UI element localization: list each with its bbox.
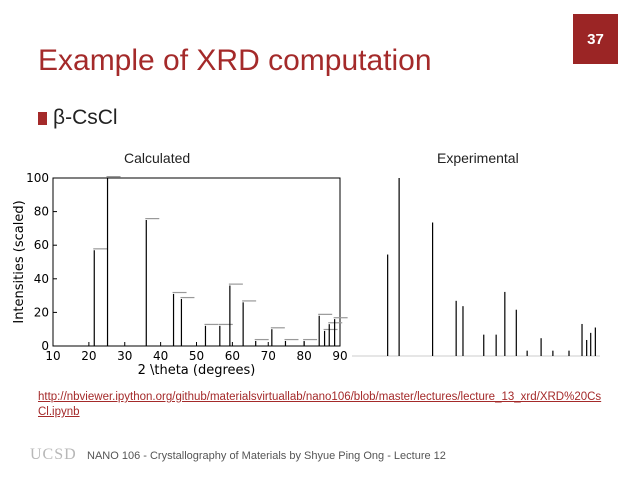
calc-ylabel: Intensities (scaled) bbox=[12, 200, 27, 323]
calc-peak-annotation bbox=[270, 327, 285, 329]
calc-peak-annotation bbox=[303, 338, 318, 341]
calc-xlabel: 2 \theta (degrees) bbox=[138, 363, 256, 378]
calc-plot-frame bbox=[52, 177, 341, 347]
calc-ytick-label: 20 bbox=[34, 305, 49, 319]
bullet-text: β-CsCl bbox=[53, 106, 118, 129]
calc-xtick-label: 60 bbox=[225, 349, 240, 363]
calc-xtick-label: 40 bbox=[153, 349, 168, 363]
calc-peak-annotation bbox=[242, 300, 257, 302]
calc-peak-annotation bbox=[254, 338, 269, 341]
caption-experimental: Experimental bbox=[437, 150, 519, 166]
calc-peak-annotation bbox=[93, 248, 108, 250]
calc-ytick-label: 100 bbox=[26, 171, 49, 185]
calc-peak-annotation bbox=[180, 296, 195, 299]
bullet-marker-icon bbox=[38, 111, 47, 125]
calc-xtick-label: 70 bbox=[261, 349, 276, 363]
calc-xtick-label: 90 bbox=[332, 349, 347, 363]
ucsd-logo: UCSD bbox=[30, 446, 77, 463]
calc-ytick-label: 60 bbox=[34, 238, 49, 252]
calc-peak-annotation bbox=[328, 322, 343, 324]
calc-xtick-label: 50 bbox=[189, 349, 204, 363]
bullet-item: β-CsCl bbox=[38, 106, 118, 130]
calc-peak-annotation bbox=[145, 218, 160, 220]
calc-peak-annotation bbox=[172, 291, 187, 294]
calc-peak-annotation bbox=[228, 283, 243, 285]
calc-xtick-label: 80 bbox=[296, 349, 311, 363]
notebook-link[interactable]: http://nbviewer.ipython.org/github/mater… bbox=[38, 391, 602, 418]
calc-peak-annotation bbox=[318, 313, 333, 315]
calc-xtick-label: 20 bbox=[81, 349, 96, 363]
calc-xtick-label: 10 bbox=[45, 349, 60, 363]
calc-peak-annotation bbox=[218, 323, 233, 326]
calc-peak-annotation bbox=[204, 323, 219, 326]
calc-ytick-label: 40 bbox=[34, 272, 49, 286]
calc-peak-annotation bbox=[106, 176, 121, 178]
calc-peak-annotation bbox=[323, 328, 338, 331]
calc-peak-annotation bbox=[333, 317, 348, 319]
calc-xtick-label: 30 bbox=[117, 349, 132, 363]
calc-ytick-label: 80 bbox=[34, 205, 49, 219]
calc-peak-annotation bbox=[284, 338, 299, 341]
calc-ytick-label: 0 bbox=[41, 339, 49, 353]
slide-title: Example of XRD computation bbox=[38, 44, 432, 77]
caption-calculated: Calculated bbox=[124, 150, 191, 166]
footer-text: NANO 106 - Crystallography of Materials … bbox=[87, 450, 446, 462]
slide-number: 37 bbox=[573, 14, 618, 64]
